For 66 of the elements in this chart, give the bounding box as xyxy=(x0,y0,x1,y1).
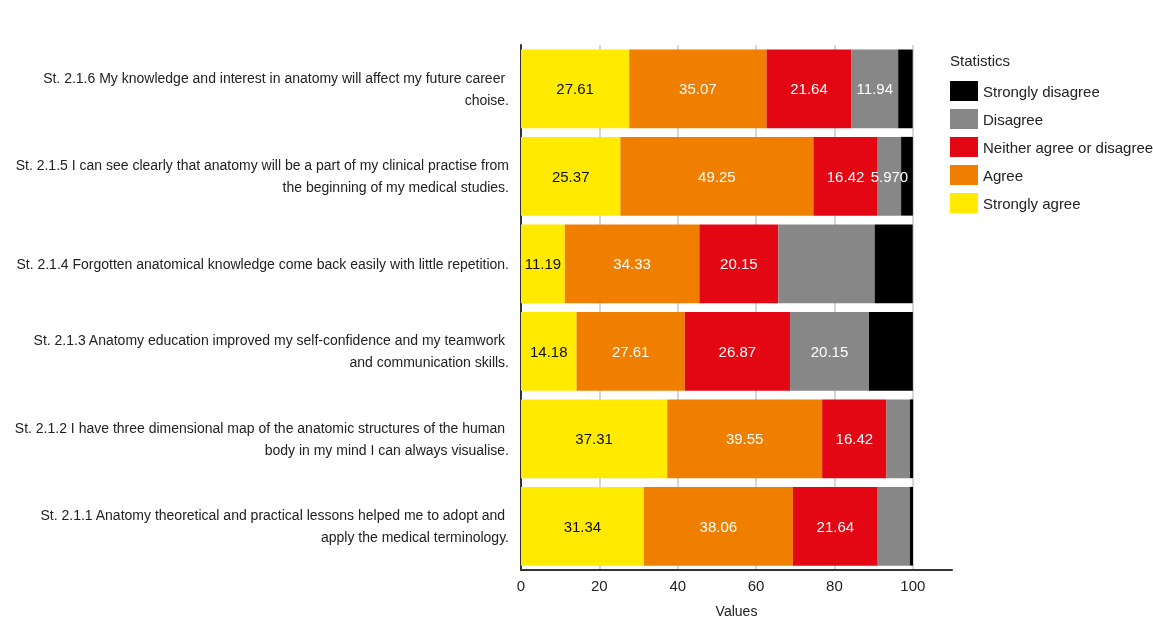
legend-label: Neither agree or disagree xyxy=(983,138,1153,156)
bar xyxy=(790,311,869,391)
bar xyxy=(521,136,621,216)
bar xyxy=(851,49,899,129)
bar xyxy=(910,399,914,479)
data-label: 49.25 xyxy=(698,167,736,185)
bar xyxy=(521,399,668,479)
legend-label: Strongly disagree xyxy=(983,82,1100,100)
bar xyxy=(877,486,910,566)
data-label: 11.94 xyxy=(856,80,893,98)
data-label: 35.07 xyxy=(679,80,717,98)
data-label: 16.42 xyxy=(826,167,865,185)
bar xyxy=(699,224,779,304)
data-label: 25.37 xyxy=(551,167,590,185)
x-tick-label: 0 xyxy=(516,577,526,594)
bar xyxy=(667,399,823,479)
bar xyxy=(521,486,644,566)
x-axis-title: Values xyxy=(715,603,758,619)
x-tick-label: 80 xyxy=(826,577,843,594)
x-tick-label: 40 xyxy=(669,577,687,594)
bar xyxy=(874,224,913,304)
x-tick-label: 100 xyxy=(900,577,926,594)
bar xyxy=(521,224,565,304)
y-tick-label: St. 2.1.5 I can see clearly that anatomy will be a part of my clinical practise from the beginning of my medical studies. xyxy=(15,157,509,196)
bar xyxy=(778,224,875,304)
bar xyxy=(521,49,630,129)
data-label: 34.33 xyxy=(613,255,651,273)
legend-label: Strongly agree xyxy=(983,194,1081,212)
bar xyxy=(822,399,887,479)
legend-label: Agree xyxy=(983,166,1024,184)
data-label: 27.61 xyxy=(556,80,594,98)
data-label: 11.19 xyxy=(524,255,562,273)
y-tick-label: St. 2.1.2 I have three dimensional map of the anatomic structures of the human body in my mind I can always visualise. xyxy=(14,419,509,458)
y-tick-label: St. 2.1.6 My knowledge and interest in anatomy will affect my future career choise. xyxy=(43,69,509,108)
y-tick-label: St. 2.1.3 Anatomy education improved my self-confidence and my teamwork and communication skills. xyxy=(33,332,509,371)
data-label: 21.64 xyxy=(816,517,855,535)
y-tick-label: St. 2.1.4 Forgotten anatomical knowledge come back easily with little repetition. xyxy=(16,255,509,272)
bar xyxy=(792,486,878,566)
data-label: 31.34 xyxy=(563,517,602,535)
bar xyxy=(684,311,791,391)
data-label: 37.31 xyxy=(575,430,613,448)
data-label: 20.15 xyxy=(720,255,758,273)
bar xyxy=(898,49,913,129)
legend-label: Disagree xyxy=(983,110,1044,128)
data-label: 38.06 xyxy=(699,517,738,535)
data-label: 21.64 xyxy=(790,80,828,98)
y-tick-label: St. 2.1.1 Anatomy theoretical and practical lessons helped me to adopt and apply the medical terminology. xyxy=(40,507,509,546)
bar xyxy=(620,136,814,216)
bar xyxy=(629,49,767,129)
bar xyxy=(868,311,913,391)
data-label: 27.61 xyxy=(611,342,650,360)
data-label: 39.55 xyxy=(725,430,764,448)
bar xyxy=(886,399,910,479)
bar xyxy=(643,486,793,566)
legend-title: Statistics xyxy=(950,52,1011,69)
data-label: 20.15 xyxy=(810,342,849,360)
x-tick-label: 20 xyxy=(591,577,608,594)
x-tick-label: 60 xyxy=(747,577,765,594)
data-label: 16.42 xyxy=(835,430,874,448)
bar xyxy=(564,224,700,304)
bar xyxy=(521,311,577,391)
bar xyxy=(576,311,685,391)
bar xyxy=(766,49,852,129)
data-label: 14.18 xyxy=(530,342,568,360)
data-label: 26.87 xyxy=(718,342,757,360)
bar xyxy=(909,486,913,566)
